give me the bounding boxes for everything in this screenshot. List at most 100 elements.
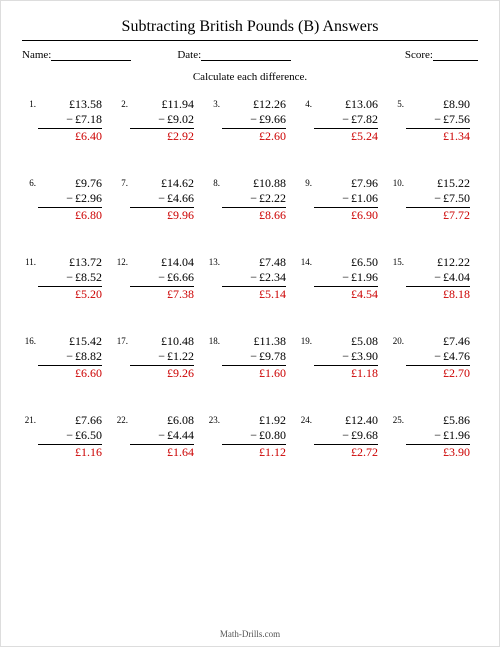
subtrahend: −£0.80 (222, 428, 286, 445)
problem-number: 9. (300, 176, 314, 188)
problem: 20.£7.46−£4.76£2.70 (392, 334, 476, 381)
problem-number: 8. (208, 176, 222, 188)
subtrahend: −£4.04 (406, 270, 470, 287)
problem-stack: £9.76−£2.96£6.80 (38, 176, 108, 223)
problem: 12.£14.04−£6.66£7.38 (116, 255, 200, 302)
subtrahend-value: £9.78 (259, 349, 286, 363)
problem-stack: £10.48−£1.22£9.26 (130, 334, 200, 381)
minuend: £13.06 (314, 97, 378, 112)
problem-number: 16. (24, 334, 38, 346)
subtrahend-value: £1.96 (443, 428, 470, 442)
problem: 18.£11.38−£9.78 £1.60 (208, 334, 292, 381)
minus-icon: − (250, 191, 259, 205)
answer: £5.20 (38, 287, 102, 302)
problem-stack: £15.22−£7.50£7.72 (406, 176, 476, 223)
answer: £6.40 (38, 129, 102, 144)
problem-number: 17. (116, 334, 130, 346)
problem: 13.£7.48−£2.34£5.14 (208, 255, 292, 302)
date-label: Date: (177, 49, 201, 61)
minus-icon: − (158, 428, 167, 442)
minuend: £15.42 (38, 334, 102, 349)
minuend: £6.08 (130, 413, 194, 428)
answer: £1.64 (130, 445, 194, 460)
problem-stack: £12.26−£9.66£2.60 (222, 97, 292, 144)
answer: £1.34 (406, 129, 470, 144)
subtrahend-value: £1.22 (167, 349, 194, 363)
subtrahend: −£8.82 (38, 349, 102, 366)
problem: 25.£5.86−£1.96£3.90 (392, 413, 476, 460)
subtrahend: −£7.56 (406, 112, 470, 129)
minus-icon: − (434, 191, 443, 205)
answer: £2.70 (406, 366, 470, 381)
subtrahend-value: £8.52 (75, 270, 102, 284)
problem-number: 10. (392, 176, 406, 188)
answer: £1.60 (222, 366, 286, 381)
answer: £3.90 (406, 445, 470, 460)
minuend: £7.66 (38, 413, 102, 428)
minus-icon: − (158, 349, 167, 363)
page-title: Subtracting British Pounds (B) Answers (22, 18, 478, 36)
problem-number: 1. (24, 97, 38, 109)
minuend: £7.46 (406, 334, 470, 349)
subtrahend: −£7.18 (38, 112, 102, 129)
name-blank[interactable] (51, 50, 131, 61)
problem-number: 2. (116, 97, 130, 109)
score-blank[interactable] (433, 50, 478, 61)
answer: £9.96 (130, 208, 194, 223)
minus-icon: − (434, 112, 443, 126)
answer: £5.24 (314, 129, 378, 144)
subtrahend-value: £4.66 (167, 191, 194, 205)
subtrahend-value: £2.22 (259, 191, 286, 205)
problem-stack: £7.66−£6.50£1.16 (38, 413, 108, 460)
problem-stack: £6.08−£4.44£1.64 (130, 413, 200, 460)
problem-stack: £7.48−£2.34£5.14 (222, 255, 292, 302)
minus-icon: − (250, 349, 259, 363)
answer: £7.72 (406, 208, 470, 223)
problem-number: 14. (300, 255, 314, 267)
problem: 21.£7.66−£6.50£1.16 (24, 413, 108, 460)
problem-number: 25. (392, 413, 406, 425)
subtrahend-value: £8.82 (75, 349, 102, 363)
minuend: £10.48 (130, 334, 194, 349)
problem: 19.£5.08−£3.90£1.18 (300, 334, 384, 381)
problem-number: 18. (208, 334, 222, 346)
minuend: £1.92 (222, 413, 286, 428)
minuend: £5.08 (314, 334, 378, 349)
minuend: £14.04 (130, 255, 194, 270)
problem-number: 12. (116, 255, 130, 267)
minus-icon: − (158, 191, 167, 205)
problem: 10.£15.22−£7.50£7.72 (392, 176, 476, 223)
problem-number: 23. (208, 413, 222, 425)
problem: 15.£12.22−£4.04£8.18 (392, 255, 476, 302)
answer: £1.12 (222, 445, 286, 460)
minuend: £12.22 (406, 255, 470, 270)
minus-icon: − (342, 112, 351, 126)
minuend: £8.90 (406, 97, 470, 112)
subtrahend-value: £9.66 (259, 112, 286, 126)
subtrahend-value: £9.68 (351, 428, 378, 442)
minus-icon: − (66, 112, 75, 126)
subtrahend-value: £1.96 (351, 270, 378, 284)
header-row: Name: Date: Score: (22, 49, 478, 61)
date-blank[interactable] (201, 50, 291, 61)
problem-stack: £5.08−£3.90£1.18 (314, 334, 384, 381)
subtrahend-value: £6.50 (75, 428, 102, 442)
problem: 3.£12.26−£9.66£2.60 (208, 97, 292, 144)
minuend: £14.62 (130, 176, 194, 191)
subtrahend-value: £3.90 (351, 349, 378, 363)
minuend: £11.38 (222, 334, 286, 349)
subtrahend: −£2.96 (38, 191, 102, 208)
minuend: £5.86 (406, 413, 470, 428)
minuend: £13.72 (38, 255, 102, 270)
problem-stack: £8.90−£7.56£1.34 (406, 97, 476, 144)
subtrahend: −£4.44 (130, 428, 194, 445)
problem-stack: £11.38−£9.78 £1.60 (222, 334, 292, 381)
problem: 24.£12.40−£9.68£2.72 (300, 413, 384, 460)
answer: £4.54 (314, 287, 378, 302)
minus-icon: − (342, 428, 351, 442)
minus-icon: − (66, 428, 75, 442)
problem-number: 15. (392, 255, 406, 267)
problem-number: 21. (24, 413, 38, 425)
subtrahend-value: £2.96 (75, 191, 102, 205)
problem-number: 4. (300, 97, 314, 109)
